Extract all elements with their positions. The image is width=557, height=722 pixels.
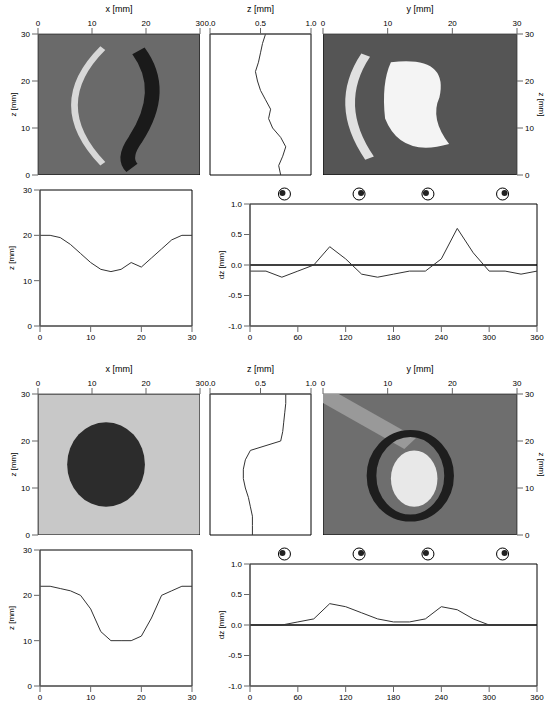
svg-text:1.0: 1.0: [305, 379, 317, 388]
svg-text:0: 0: [28, 682, 33, 691]
svg-text:20: 20: [23, 231, 32, 240]
svg-text:0: 0: [248, 333, 253, 342]
svg-text:0.5: 0.5: [255, 379, 267, 388]
svg-text:20: 20: [448, 379, 457, 388]
svg-text:10: 10: [383, 19, 392, 28]
svg-text:30: 30: [525, 30, 534, 39]
svg-text:10: 10: [383, 379, 392, 388]
html-text:z [mm]: z [mm]: [247, 4, 274, 14]
svg-text:20: 20: [448, 19, 457, 28]
svg-text:0.0: 0.0: [231, 261, 243, 270]
svg-text:0: 0: [321, 19, 326, 28]
svg-text:0: 0: [321, 379, 326, 388]
svg-text:20: 20: [525, 437, 534, 446]
html-text:z [mm]: z [mm]: [247, 364, 274, 374]
svg-text:10: 10: [86, 333, 95, 342]
svg-text:0.0: 0.0: [231, 621, 243, 630]
svg-text:z [mm]: z [mm]: [7, 606, 16, 630]
svg-text:20: 20: [23, 591, 32, 600]
svg-text:10: 10: [88, 379, 97, 388]
svg-text:0: 0: [28, 322, 33, 331]
svg-text:0.5: 0.5: [231, 590, 243, 599]
svg-text:0: 0: [36, 19, 41, 28]
svg-text:20: 20: [137, 333, 146, 342]
svg-text:0: 0: [36, 379, 41, 388]
svg-text:120: 120: [339, 333, 353, 342]
svg-text:-1.0: -1.0: [228, 322, 242, 331]
svg-text:0.0: 0.0: [204, 379, 216, 388]
svg-text:30: 30: [525, 390, 534, 399]
svg-text:240: 240: [435, 693, 449, 702]
svg-text:30: 30: [513, 379, 522, 388]
svg-text:30: 30: [188, 333, 197, 342]
svg-text:z [mm]: z [mm]: [537, 93, 546, 117]
svg-text:60: 60: [293, 333, 302, 342]
svg-text:dz [mm]: dz [mm]: [217, 611, 226, 639]
svg-text:180: 180: [387, 333, 401, 342]
svg-text:300: 300: [482, 333, 496, 342]
svg-text:0: 0: [26, 171, 31, 179]
svg-text:10: 10: [88, 19, 97, 28]
svg-text:1.0: 1.0: [231, 560, 243, 569]
svg-text:30: 30: [23, 546, 32, 555]
svg-text:20: 20: [525, 77, 534, 86]
svg-text:0: 0: [525, 531, 530, 539]
svg-text:-0.5: -0.5: [228, 291, 242, 300]
svg-text:10: 10: [21, 484, 30, 493]
svg-text:30: 30: [196, 379, 204, 388]
svg-text:-1.0: -1.0: [228, 682, 242, 691]
svg-text:60: 60: [293, 693, 302, 702]
svg-text:30: 30: [21, 30, 30, 39]
svg-text:20: 20: [142, 19, 151, 28]
svg-text:0: 0: [248, 693, 253, 702]
svg-text:120: 120: [339, 693, 353, 702]
svg-text:30: 30: [23, 186, 32, 195]
svg-text:10: 10: [21, 124, 30, 133]
svg-text:10: 10: [525, 484, 534, 493]
html-text:x [mm]: x [mm]: [105, 364, 133, 374]
html-text:y [mm]: y [mm]: [406, 4, 434, 14]
svg-text:z [mm]: z [mm]: [9, 453, 18, 477]
svg-text:30: 30: [21, 390, 30, 399]
svg-text:0: 0: [38, 693, 43, 702]
svg-text:30: 30: [513, 19, 522, 28]
svg-text:10: 10: [86, 693, 95, 702]
svg-text:z [mm]: z [mm]: [537, 453, 546, 477]
svg-text:10: 10: [525, 124, 534, 133]
svg-text:0.5: 0.5: [255, 19, 267, 28]
svg-text:20: 20: [21, 437, 30, 446]
svg-text:240: 240: [435, 333, 449, 342]
svg-text:20: 20: [142, 379, 151, 388]
svg-text:z [mm]: z [mm]: [7, 246, 16, 270]
svg-text:10: 10: [23, 277, 32, 286]
svg-text:1.0: 1.0: [305, 19, 317, 28]
svg-text:dz [mm]: dz [mm]: [217, 251, 226, 279]
svg-text:-0.5: -0.5: [228, 651, 242, 660]
svg-text:360: 360: [530, 693, 544, 702]
svg-text:180: 180: [387, 693, 401, 702]
svg-text:10: 10: [23, 637, 32, 646]
svg-text:z [mm]: z [mm]: [9, 93, 18, 117]
svg-text:0: 0: [38, 333, 43, 342]
svg-text:300: 300: [482, 693, 496, 702]
svg-text:0: 0: [525, 171, 530, 179]
svg-text:20: 20: [137, 693, 146, 702]
html-text:x [mm]: x [mm]: [105, 4, 133, 14]
svg-text:0: 0: [26, 531, 31, 539]
svg-text:1.0: 1.0: [231, 200, 243, 209]
svg-text:360: 360: [530, 333, 544, 342]
svg-text:0.5: 0.5: [231, 230, 243, 239]
svg-text:20: 20: [21, 77, 30, 86]
svg-text:0.0: 0.0: [204, 19, 216, 28]
html-text:y [mm]: y [mm]: [406, 364, 434, 374]
svg-text:30: 30: [188, 693, 197, 702]
svg-text:30: 30: [196, 19, 204, 28]
